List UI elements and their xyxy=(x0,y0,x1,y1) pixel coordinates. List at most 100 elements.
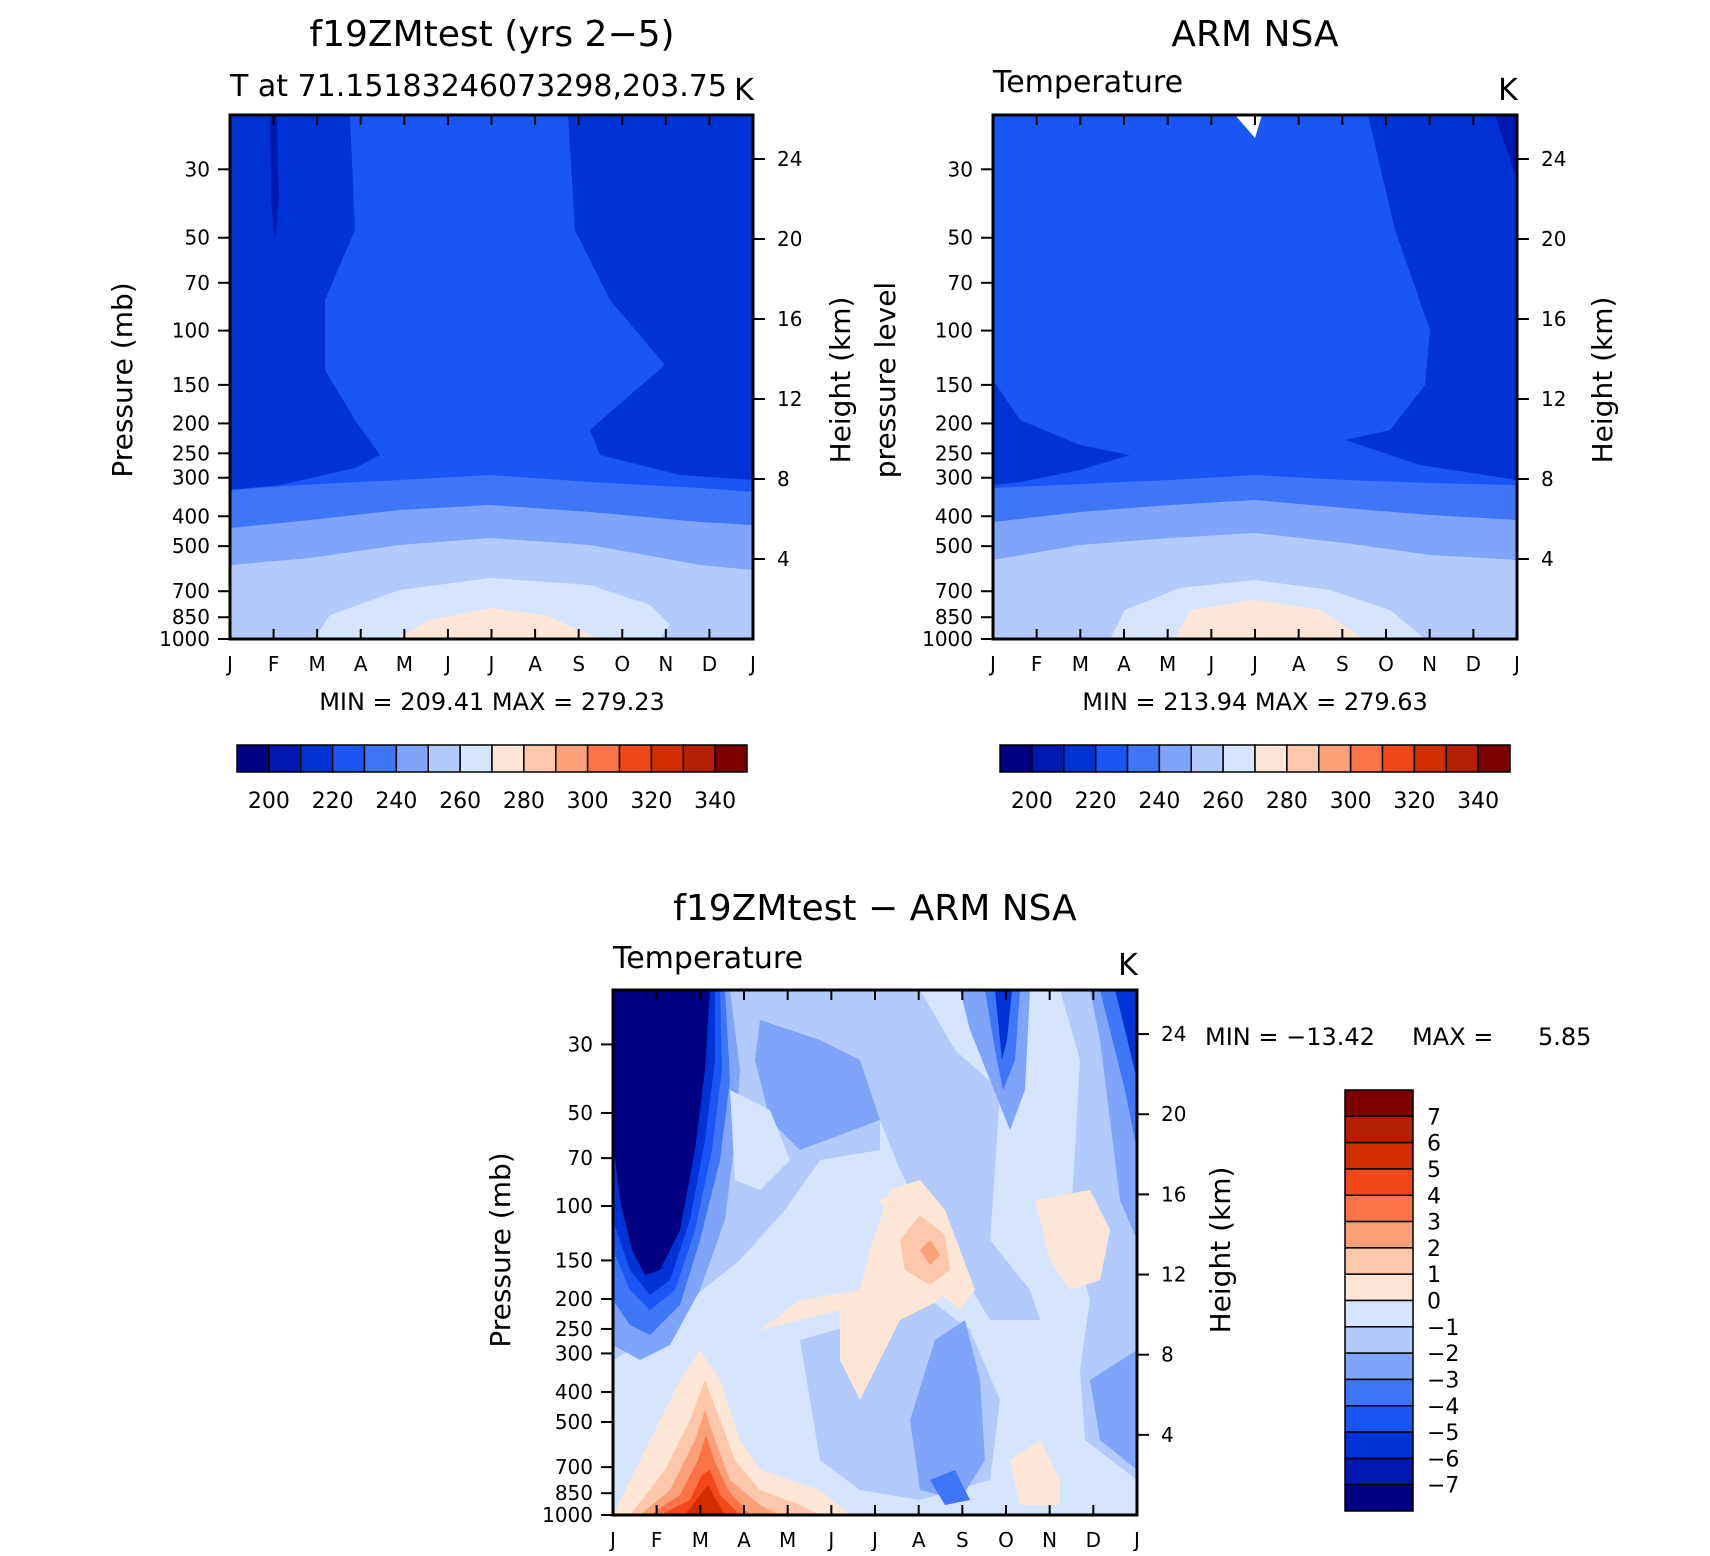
y-tick-label: 50 xyxy=(185,226,210,250)
x-tick-label: N xyxy=(658,652,673,676)
panel-diff-max-value: 5.85 xyxy=(1538,1023,1591,1051)
contour-band-280 xyxy=(395,608,600,639)
x-tick-label: D xyxy=(1086,1528,1101,1551)
x-tick-label: D xyxy=(702,652,717,676)
colorbar-label: −6 xyxy=(1427,1447,1459,1472)
colorbar-label: 200 xyxy=(1011,789,1053,814)
x-tick-label: S xyxy=(572,652,585,676)
panel-obs: ARM NSA Temperature K J F M A M J J A S O N D J 30 50 7… xyxy=(869,14,1619,814)
panel-obs-units: K xyxy=(1498,73,1519,108)
x-tick-label: M xyxy=(692,1528,709,1551)
colorbar-swatch xyxy=(236,744,270,773)
x-tick-label: N xyxy=(1042,1528,1057,1551)
y-tick-label: 700 xyxy=(172,579,210,603)
colorbar-label: 0 xyxy=(1427,1290,1441,1315)
y2-tick-label: 20 xyxy=(1541,227,1566,251)
panel-diff-min: MIN = −13.42 xyxy=(1205,1023,1375,1051)
colorbar-swatch xyxy=(1344,1273,1414,1302)
colorbar-obs: 200 220 240 260 280 300 320 340 xyxy=(999,744,1511,814)
colorbar-swatch xyxy=(1344,1326,1414,1354)
y2-tick-label: 20 xyxy=(777,227,802,251)
colorbar-label: 6 xyxy=(1427,1132,1441,1157)
contour-band-n3 xyxy=(1090,1350,1137,1470)
colorbar-swatch xyxy=(1126,744,1161,773)
colorbar-swatch xyxy=(1254,744,1288,773)
colorbar-swatch xyxy=(1344,1457,1414,1486)
x-tick-label: A xyxy=(528,652,542,676)
y-tick-label: 200 xyxy=(172,411,210,435)
colorbar-swatch xyxy=(1344,1247,1414,1275)
colorbar-swatch xyxy=(363,744,398,773)
contour-band-n1 xyxy=(730,1090,790,1190)
y-tick-label: 700 xyxy=(555,1455,593,1479)
colorbar-label: 200 xyxy=(248,789,290,814)
colorbar-label: 3 xyxy=(1427,1211,1441,1236)
panel-obs-ylabel: pressure level xyxy=(869,282,902,478)
colorbar-swatch xyxy=(1381,744,1416,773)
x-tick-label: J xyxy=(870,1528,878,1551)
x-tick-label: A xyxy=(737,1528,751,1551)
contour-band-n4 xyxy=(930,1470,970,1505)
panel-diff-y2label: Height (km) xyxy=(1204,1167,1237,1334)
colorbar-swatch xyxy=(1445,744,1479,773)
contour-band-n3 xyxy=(755,1020,880,1150)
panel-diff: f19ZMtest − ARM NSA Temperature K xyxy=(484,888,1591,1552)
contour-band-220 xyxy=(993,380,1130,485)
y-tick-label: 100 xyxy=(555,1194,593,1218)
y2-tick-label: 8 xyxy=(1541,467,1554,491)
y2-tick-label: 24 xyxy=(1161,1022,1186,1046)
colorbar-swatch xyxy=(523,744,557,773)
contour-band-280 xyxy=(1175,600,1365,639)
panel-model-units: K xyxy=(734,73,755,108)
x-tick-label: J xyxy=(443,652,451,676)
panel-diff-ylabel: Pressure (mb) xyxy=(484,1152,517,1347)
colorbar-swatch xyxy=(1344,1431,1414,1460)
colorbar-label: −4 xyxy=(1427,1395,1459,1420)
panel-model-subtitle: T at 71.15183246073298,203.75 xyxy=(229,69,727,104)
y-tick-label: 1000 xyxy=(922,627,973,651)
x-tick-label: O xyxy=(614,652,630,676)
y-tick-label: 300 xyxy=(935,466,973,490)
colorbar-label: 240 xyxy=(375,789,417,814)
y-tick-label: 850 xyxy=(555,1481,593,1505)
y-tick-label: 100 xyxy=(172,319,210,343)
colorbar-swatch xyxy=(714,744,748,773)
panel-obs-contours xyxy=(993,115,1517,639)
x-tick-label: S xyxy=(1336,652,1349,676)
colorbar-label: 320 xyxy=(630,789,672,814)
panel-diff-subtitle: Temperature xyxy=(612,941,803,976)
colorbar-label: 300 xyxy=(1330,789,1372,814)
contour-band-220 xyxy=(230,115,380,490)
x-tick-label: J xyxy=(1250,652,1258,676)
x-tick-label: A xyxy=(1292,652,1306,676)
x-tick-label: F xyxy=(651,1528,663,1551)
y2-tick-label: 4 xyxy=(777,547,790,571)
colorbar-label: 220 xyxy=(312,789,354,814)
colorbar-swatch xyxy=(1477,744,1511,773)
contour-band-220 xyxy=(568,115,753,480)
panel-model: f19ZMtest (yrs 2−5) T at 71.151832460732… xyxy=(106,14,857,814)
y2-tick-label: 8 xyxy=(1161,1343,1174,1367)
y-tick-label: 70 xyxy=(948,271,973,295)
colorbar-swatch xyxy=(1344,1194,1414,1223)
y-tick-label: 30 xyxy=(568,1032,593,1056)
panel-obs-title: ARM NSA xyxy=(1171,14,1339,55)
x-tick-label: J xyxy=(1132,1528,1140,1551)
y-tick-label: 70 xyxy=(568,1146,593,1170)
x-tick-label: A xyxy=(912,1528,926,1551)
colorbar-swatch xyxy=(427,744,461,773)
colorbar-swatch xyxy=(999,744,1033,773)
colorbar-label: 220 xyxy=(1075,789,1117,814)
y2-tick-label: 24 xyxy=(777,147,802,171)
y-tick-label: 400 xyxy=(555,1380,593,1404)
colorbar-label: 280 xyxy=(503,789,545,814)
y-tick-label: 30 xyxy=(185,157,210,181)
x-tick-label: M xyxy=(779,1528,796,1551)
y-tick-label: 500 xyxy=(555,1410,593,1434)
colorbar-swatch xyxy=(1344,1405,1414,1433)
panel-diff-contours xyxy=(613,990,1137,1515)
colorbar-label: 320 xyxy=(1393,789,1435,814)
contour-band-220 xyxy=(1345,115,1517,480)
